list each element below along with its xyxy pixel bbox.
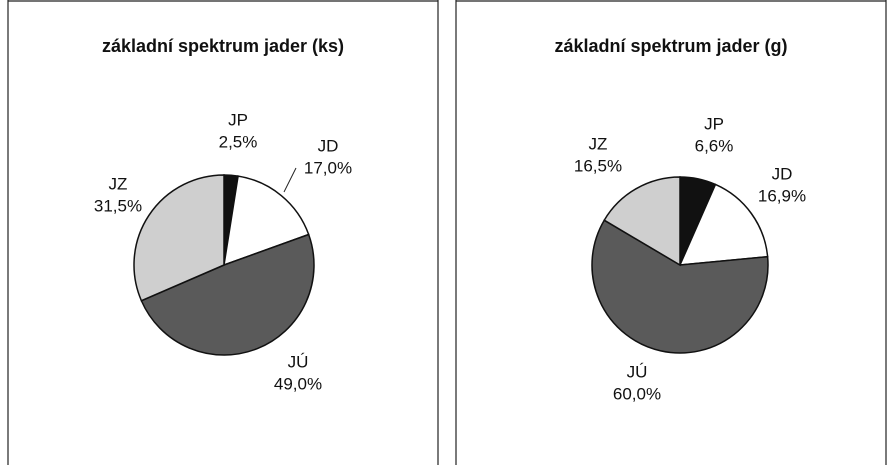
pie-slice bbox=[678, 183, 769, 266]
pie-slice bbox=[603, 176, 681, 267]
slice-label: JD bbox=[318, 136, 339, 155]
slice-value: 16,9% bbox=[758, 186, 806, 205]
pie-slice bbox=[133, 174, 225, 302]
pie-slice bbox=[223, 175, 310, 267]
slice-label: JÚ bbox=[627, 362, 648, 381]
leader-line bbox=[283, 167, 297, 193]
slice-label: JP bbox=[704, 114, 724, 133]
slice-value: 2,5% bbox=[219, 132, 258, 151]
slice-value: 16,5% bbox=[574, 156, 622, 175]
slice-label: JÚ bbox=[288, 352, 309, 371]
slice-label: JZ bbox=[109, 174, 128, 193]
slice-value: 31,5% bbox=[94, 196, 142, 215]
slice-label: JZ bbox=[589, 134, 608, 153]
pie-slice bbox=[591, 219, 769, 354]
chart-title: základní spektrum jader (g) bbox=[554, 36, 787, 56]
right-frame bbox=[455, 0, 887, 465]
slice-value: 6,6% bbox=[695, 136, 734, 155]
slice-value: 49,0% bbox=[274, 374, 322, 393]
slice-value: 17,0% bbox=[304, 158, 352, 177]
slice-value: 60,0% bbox=[613, 384, 661, 403]
slice-label: JP bbox=[228, 110, 248, 129]
chart-title: základní spektrum jader (ks) bbox=[102, 36, 344, 56]
pie-slice bbox=[140, 233, 315, 356]
slice-label: JD bbox=[772, 164, 793, 183]
left-frame bbox=[7, 0, 439, 465]
